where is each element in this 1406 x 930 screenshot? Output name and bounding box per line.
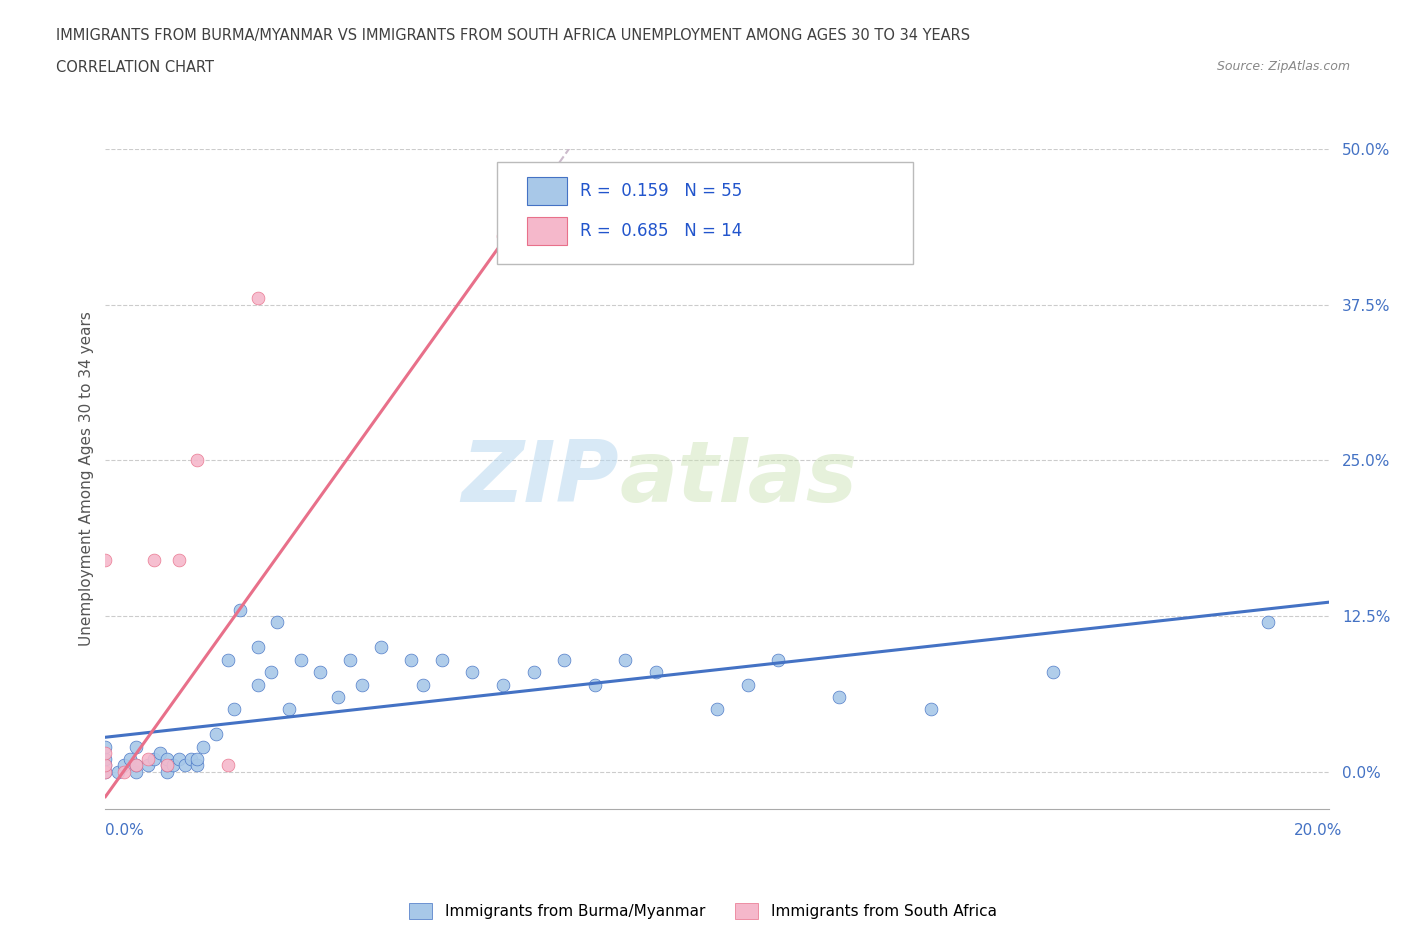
Point [461, 665, 484, 680]
Point [186, 751, 208, 766]
Point [229, 603, 252, 618]
Point [204, 727, 226, 742]
Point [94, 746, 117, 761]
Text: CORRELATION CHART: CORRELATION CHART [56, 60, 214, 75]
Point [553, 652, 575, 667]
Point [1042, 665, 1064, 680]
Point [125, 758, 148, 773]
Point [155, 751, 177, 766]
Point [222, 702, 245, 717]
Point [149, 746, 172, 761]
Point [162, 758, 184, 773]
Text: Source: ZipAtlas.com: Source: ZipAtlas.com [1216, 60, 1350, 73]
Point [125, 739, 148, 754]
Point [112, 758, 135, 773]
Point [155, 758, 177, 773]
Point [94, 764, 117, 779]
Point [247, 640, 270, 655]
Point [290, 652, 312, 667]
Point [259, 665, 281, 680]
Point [94, 758, 117, 773]
Text: 20.0%: 20.0% [1295, 823, 1343, 838]
Point [492, 229, 515, 244]
Point [186, 453, 208, 468]
Text: R =  0.685   N = 14: R = 0.685 N = 14 [581, 221, 742, 240]
Point [247, 677, 270, 692]
Point [136, 758, 159, 773]
Point [308, 665, 330, 680]
Point [174, 758, 197, 773]
Point [583, 677, 606, 692]
Text: IMMIGRANTS FROM BURMA/MYANMAR VS IMMIGRANTS FROM SOUTH AFRICA UNEMPLOYMENT AMONG: IMMIGRANTS FROM BURMA/MYANMAR VS IMMIGRA… [56, 28, 970, 43]
Point [247, 291, 270, 306]
Point [112, 764, 135, 779]
Point [118, 751, 141, 766]
Point [828, 689, 851, 704]
Point [920, 702, 942, 717]
Point [94, 758, 117, 773]
Point [326, 689, 349, 704]
Point [430, 652, 453, 667]
FancyBboxPatch shape [527, 178, 567, 205]
Point [167, 552, 190, 567]
Point [125, 764, 148, 779]
Text: ZIP: ZIP [461, 437, 619, 521]
FancyBboxPatch shape [527, 217, 567, 245]
Point [352, 677, 374, 692]
Y-axis label: Unemployment Among Ages 30 to 34 years: Unemployment Among Ages 30 to 34 years [79, 312, 94, 646]
Point [737, 677, 759, 692]
Point [370, 640, 392, 655]
Point [412, 677, 434, 692]
Text: atlas: atlas [619, 437, 858, 521]
Text: R =  0.159   N = 55: R = 0.159 N = 55 [581, 182, 742, 200]
Point [768, 652, 790, 667]
Legend: Immigrants from Burma/Myanmar, Immigrants from South Africa: Immigrants from Burma/Myanmar, Immigrant… [404, 897, 1002, 925]
Point [193, 739, 215, 754]
Point [644, 665, 666, 680]
Point [143, 552, 166, 567]
Point [125, 758, 148, 773]
Point [94, 739, 117, 754]
Point [155, 758, 177, 773]
Point [167, 751, 190, 766]
Point [143, 751, 166, 766]
Point [266, 615, 288, 630]
Point [1256, 615, 1278, 630]
Point [706, 702, 728, 717]
Point [107, 764, 129, 779]
Point [399, 652, 422, 667]
Point [186, 758, 208, 773]
Point [523, 665, 546, 680]
Point [492, 677, 515, 692]
FancyBboxPatch shape [496, 162, 912, 264]
Point [136, 751, 159, 766]
Point [614, 652, 637, 667]
Text: 0.0%: 0.0% [105, 823, 145, 838]
Point [94, 751, 117, 766]
Point [180, 751, 202, 766]
Point [155, 764, 177, 779]
Point [217, 758, 239, 773]
Point [94, 764, 117, 779]
Point [217, 652, 239, 667]
Point [277, 702, 299, 717]
Point [339, 652, 361, 667]
Point [94, 552, 117, 567]
